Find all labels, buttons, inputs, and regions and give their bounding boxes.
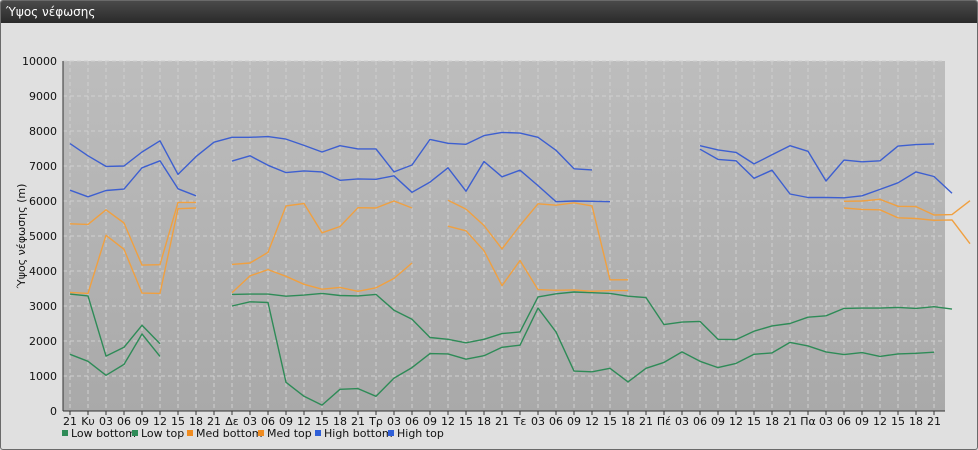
legend-entry-label: High bottom	[324, 427, 393, 440]
x-tick-label: 21	[63, 415, 77, 428]
legend: Low bottom Low top Med bottom Med top High b…	[62, 427, 444, 440]
y-tick-label: 10000	[22, 55, 57, 68]
x-tick-label: 21	[927, 415, 941, 428]
x-tick-label: Τε	[513, 415, 527, 428]
x-tick-label: 12	[441, 415, 455, 428]
x-tick-label: 21	[351, 415, 365, 428]
series-line-high-bottom	[69, 148, 953, 203]
x-tick-label: 18	[333, 415, 347, 428]
legend-swatch	[132, 430, 138, 436]
x-tick-label: 21	[495, 415, 509, 428]
x-tick-label: 18	[477, 415, 491, 428]
x-tick-label: 06	[261, 415, 275, 428]
legend-swatch	[258, 430, 264, 436]
x-axis-ticks: 21 Κυ 03 06 09 12 15 18 21 Δε 03 06 09 12 15 18 21 Τρ 03 06…	[63, 411, 941, 428]
x-tick-label: 15	[891, 415, 905, 428]
x-tick-label: 12	[153, 415, 167, 428]
x-tick-label: 21	[639, 415, 653, 428]
x-tick-label: 18	[765, 415, 779, 428]
x-tick-label: 09	[135, 415, 149, 428]
x-tick-label: 03	[387, 415, 401, 428]
legend-entry-label: Med top	[267, 427, 312, 440]
series-line-low-top	[69, 291, 953, 357]
x-tick-label: 09	[567, 415, 581, 428]
y-tick-label: 8000	[29, 125, 57, 138]
series-line-med-bottom	[69, 207, 971, 295]
x-tick-label: 12	[585, 415, 599, 428]
x-tick-label: 18	[621, 415, 635, 428]
legend-swatch	[388, 430, 394, 436]
series-line-high-top	[69, 131, 935, 182]
window-title: Ύψος νέφωσης	[6, 5, 96, 19]
y-tick-label: 9000	[29, 90, 57, 103]
x-tick-label: 03	[675, 415, 689, 428]
series-lines	[69, 131, 971, 406]
x-tick-label: 15	[459, 415, 473, 428]
legend-swatch	[315, 430, 321, 436]
x-tick-label: 03	[819, 415, 833, 428]
x-tick-label: 15	[747, 415, 761, 428]
series-line-low-bottom	[69, 301, 935, 406]
x-tick-label: 21	[783, 415, 797, 428]
legend-swatch	[187, 430, 193, 436]
x-tick-label: 03	[531, 415, 545, 428]
x-tick-label: 12	[729, 415, 743, 428]
x-tick-label: Κυ	[81, 415, 95, 428]
x-tick-label: 09	[711, 415, 725, 428]
y-axis-ticks: 0 1000 2000 3000 4000 5000 6000 7000 8000 9000 100…	[22, 55, 57, 418]
title-bar: Ύψος νέφωσης	[1, 1, 977, 23]
legend-entry-label: High top	[397, 427, 444, 440]
x-tick-label: 09	[279, 415, 293, 428]
x-tick-label: 06	[837, 415, 851, 428]
legend-swatch	[62, 430, 68, 436]
x-tick-label: 15	[315, 415, 329, 428]
y-tick-label: 0	[50, 405, 57, 418]
x-tick-label: Πα	[800, 415, 816, 428]
legend-entry-label: Med bottom	[196, 427, 263, 440]
legend-entry-label: Low top	[141, 427, 184, 440]
legend-entry-label: Low bottom	[71, 427, 136, 440]
y-tick-label: 2000	[29, 335, 57, 348]
x-tick-label: 21	[207, 415, 221, 428]
x-tick-label: Τρ	[368, 415, 383, 428]
x-tick-label: 09	[423, 415, 437, 428]
x-tick-label: 06	[693, 415, 707, 428]
x-tick-label: Πέ	[657, 415, 671, 428]
y-tick-label: 7000	[29, 160, 57, 173]
x-tick-label: 06	[405, 415, 419, 428]
x-tick-label: 18	[189, 415, 203, 428]
x-tick-label: 12	[297, 415, 311, 428]
x-tick-label: 18	[909, 415, 923, 428]
y-tick-label: 1000	[29, 370, 57, 383]
x-tick-label: 03	[99, 415, 113, 428]
x-tick-label: 09	[855, 415, 869, 428]
grid-lines	[63, 60, 945, 411]
x-tick-label: 15	[603, 415, 617, 428]
x-tick-label: 06	[117, 415, 131, 428]
x-tick-label: 03	[243, 415, 257, 428]
y-tick-label: 5000	[29, 230, 57, 243]
x-tick-label: 15	[171, 415, 185, 428]
y-tick-label: 6000	[29, 195, 57, 208]
y-tick-label: 3000	[29, 300, 57, 313]
y-tick-label: 4000	[29, 265, 57, 278]
y-axis-label: Ύψος νέφωσης (m)	[15, 184, 28, 290]
x-tick-label: 12	[873, 415, 887, 428]
series-line-med-top	[69, 198, 971, 281]
x-tick-label: Δε	[225, 415, 239, 428]
x-tick-label: 06	[549, 415, 563, 428]
